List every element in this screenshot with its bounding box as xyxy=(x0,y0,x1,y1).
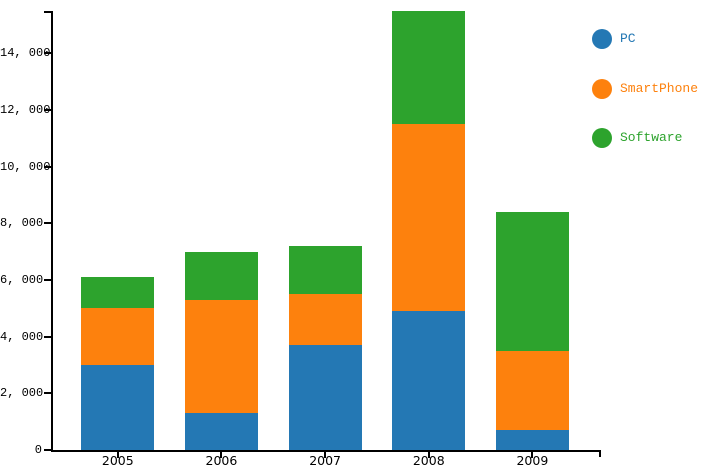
y-tick-label: 14, 000 xyxy=(0,46,51,61)
bar-2005-pc[interactable] xyxy=(81,365,155,450)
y-tick xyxy=(44,392,51,395)
bar-2006-pc[interactable] xyxy=(184,413,258,450)
y-tick xyxy=(44,222,51,225)
bar-2005-smartphone[interactable] xyxy=(81,308,155,366)
y-tick xyxy=(44,52,51,55)
y-tick-label: 2, 000 xyxy=(0,386,44,401)
legend-label: Software xyxy=(620,130,683,145)
y-tick xyxy=(44,165,51,168)
y-tick-label: 12, 000 xyxy=(0,103,51,118)
bar-2008-pc[interactable] xyxy=(392,311,466,450)
legend-dot-smartphone xyxy=(592,78,612,99)
bar-2008-software[interactable] xyxy=(392,11,466,125)
bar-2006-smartphone[interactable] xyxy=(184,299,258,414)
bar-2005-software[interactable] xyxy=(81,277,155,309)
x-axis-line xyxy=(51,450,600,452)
x-tick-label-2006: 2006 xyxy=(205,453,238,468)
bar-2009-smartphone[interactable] xyxy=(495,350,569,431)
bar-2007-smartphone[interactable] xyxy=(288,294,362,346)
legend-dot-software xyxy=(592,128,612,148)
y-tick xyxy=(44,279,51,282)
y-tick xyxy=(44,335,51,338)
x-tick-label-2007: 2007 xyxy=(309,453,341,468)
y-axis-line xyxy=(51,11,53,450)
legend-label: PC xyxy=(620,31,636,46)
y-tick-label: 8, 000 xyxy=(0,216,44,231)
x-tick xyxy=(531,452,534,458)
bar-2007-pc[interactable] xyxy=(288,345,362,450)
y-tick xyxy=(44,449,51,451)
x-tick xyxy=(324,452,327,458)
y-tick-label: 6, 000 xyxy=(0,273,44,288)
y-axis-top-tick xyxy=(44,11,51,13)
x-axis-end-tick xyxy=(599,450,601,457)
bar-2006-software[interactable] xyxy=(184,251,258,300)
bar-2008-smartphone[interactable] xyxy=(392,124,466,312)
x-tick-label-2005: 2005 xyxy=(101,453,134,468)
y-tick-label: 0 xyxy=(34,443,42,457)
y-tick-label: 10, 000 xyxy=(0,159,51,174)
x-tick xyxy=(427,452,430,458)
legend-label: SmartPhone xyxy=(620,80,699,96)
x-tick-label-2009: 2009 xyxy=(516,453,549,468)
x-tick-label-2008: 2008 xyxy=(412,453,445,468)
y-tick xyxy=(44,109,51,112)
y-tick-label: 4, 000 xyxy=(0,329,44,344)
x-tick xyxy=(220,452,223,458)
bar-2009-pc[interactable] xyxy=(495,430,569,450)
bar-2009-software[interactable] xyxy=(495,212,569,351)
x-tick xyxy=(116,452,119,458)
legend-dot-pc xyxy=(592,29,612,49)
bar-2007-software[interactable] xyxy=(288,246,362,295)
